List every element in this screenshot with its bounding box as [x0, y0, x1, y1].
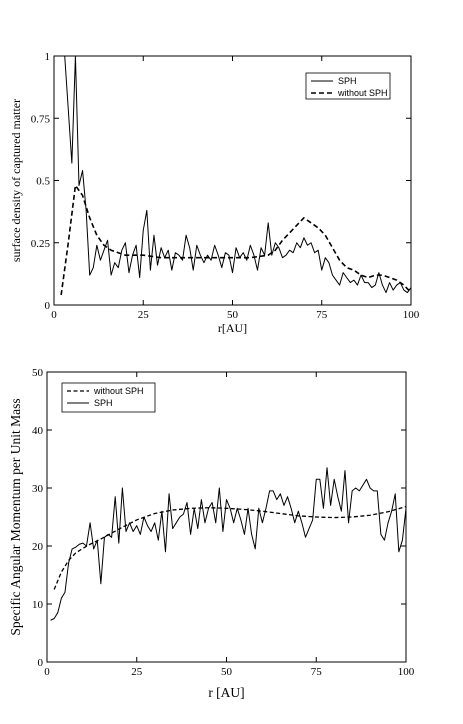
y-tick-label: 20	[32, 541, 44, 553]
y-tick-label: 10	[32, 599, 44, 611]
y-tick-label: 0.25	[31, 238, 51, 250]
x-tick-label: 75	[316, 309, 328, 321]
x-tick-label: 50	[227, 309, 239, 321]
legend-box	[61, 382, 156, 413]
y-tick-label: 0	[45, 300, 51, 312]
y-tick-label: 30	[32, 483, 44, 495]
y-tick-label: 0.75	[31, 113, 51, 125]
legend: without SPH SPH	[61, 382, 156, 413]
legend-label-without-sph: without SPH	[93, 386, 144, 396]
y-tick-label: 0.5	[36, 176, 50, 188]
x-tick-label: 75	[311, 666, 323, 678]
x-tick-label: 25	[138, 309, 150, 321]
x-tick-label: 50	[221, 666, 233, 678]
x-tick-label: 100	[398, 666, 415, 678]
y-tick-label: 0	[38, 657, 44, 669]
plot-frame	[46, 371, 407, 663]
series-lines	[50, 467, 407, 621]
series-line-without-sph	[60, 184, 412, 296]
x-tick-label: 100	[403, 309, 420, 321]
x-tick-label: 0	[51, 309, 57, 321]
x-axis-label: r[AU]	[218, 321, 247, 335]
x-tick-label: 0	[44, 666, 50, 678]
y-tick-label: 50	[32, 367, 44, 379]
y-axis-label: surface density of captured matter	[9, 99, 23, 262]
y-tick-label: 40	[32, 425, 44, 437]
series-lines	[60, 55, 412, 296]
series-line-sph	[50, 467, 407, 621]
y-axis-label: Specific Angular Momentum per Unit Mass	[8, 398, 23, 635]
axis-ticks: 0 25 50 75 100 0 10 20 30 40 50	[32, 367, 415, 678]
legend-label-sph: SPH	[338, 76, 357, 86]
chart-angular-momentum: 0 25 50 75 100 0 10 20 30 40 50 r [AU] Specific An…	[8, 367, 415, 700]
series-line-without-sph	[53, 505, 407, 590]
legend-label-sph: SPH	[94, 398, 113, 408]
chart-surface-density: 0 25 50 75 100 0 0.25 0.5 0.75 1 r[AU] surface de…	[9, 51, 420, 335]
legend: SPH without SPH	[305, 72, 391, 100]
x-axis-label: r [AU]	[208, 685, 244, 700]
legend-box	[305, 72, 391, 100]
axis-ticks: 0 25 50 75 100 0 0.25 0.5 0.75 1	[31, 51, 420, 321]
legend-label-without-sph: without SPH	[337, 88, 388, 98]
x-tick-label: 25	[131, 666, 143, 678]
y-tick-label: 1	[45, 51, 51, 63]
